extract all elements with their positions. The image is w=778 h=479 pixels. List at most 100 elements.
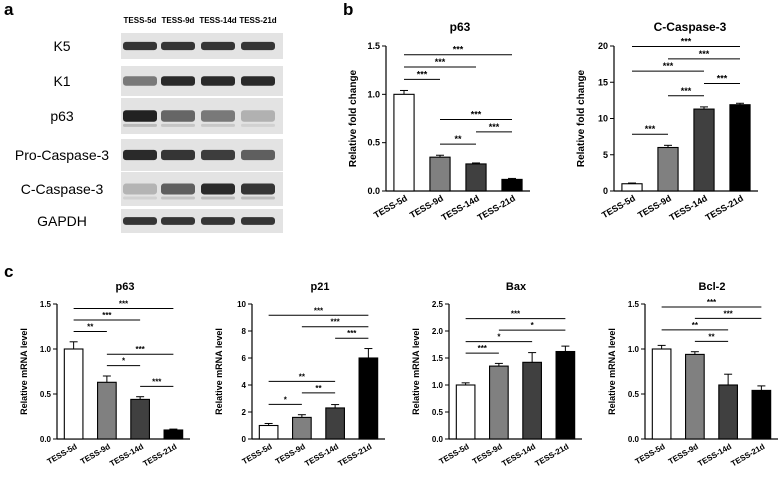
bar xyxy=(325,407,345,440)
significance-label: * xyxy=(122,357,126,366)
y-axis-label: Relative mRNA level xyxy=(411,328,421,415)
blot-band xyxy=(241,41,275,51)
bar xyxy=(97,381,117,440)
blot-row-label: C-Caspase-3 xyxy=(21,181,104,197)
y-tick-label: 1.0 xyxy=(367,89,380,99)
bar xyxy=(292,416,312,440)
x-tick-label: TESS-9d xyxy=(79,442,112,466)
y-axis-label: Relative mRNA level xyxy=(214,328,224,415)
significance-label: *** xyxy=(330,318,340,327)
blot-row-label: K1 xyxy=(53,73,70,89)
x-tick-label: TESS-9d xyxy=(274,442,307,466)
bar xyxy=(489,365,509,440)
x-tick-label: TESS-21d xyxy=(534,442,571,469)
significance-label: *** xyxy=(152,377,162,386)
x-tick-label: TESS-14d xyxy=(696,442,733,469)
significance-label: *** xyxy=(435,57,446,67)
y-axis-label: Relative mRNA level xyxy=(19,328,29,415)
blot-row-label: p63 xyxy=(50,108,74,124)
x-tick-label: TESS-9d xyxy=(636,193,673,220)
chart-1: C-Caspase-3 Relative fold change 0 5 10 15 20 T… xyxy=(576,20,758,223)
y-tick-label: 20 xyxy=(598,41,608,51)
bar xyxy=(751,389,772,440)
bar xyxy=(522,361,542,440)
blot-band xyxy=(241,110,275,122)
significance-label: *** xyxy=(489,122,500,132)
bar xyxy=(657,146,679,192)
blot-band-lower xyxy=(241,123,275,127)
panel-letter-c: c xyxy=(4,262,13,281)
y-tick-label: 0 xyxy=(603,186,608,196)
y-tick-label: 0.5 xyxy=(40,390,52,399)
significance-label: *** xyxy=(314,306,324,315)
lane-label: TESS-9d xyxy=(162,16,195,25)
blot-band xyxy=(123,41,157,51)
y-tick-label: 1.0 xyxy=(432,381,444,390)
x-tick-label: TESS-5d xyxy=(372,193,409,220)
y-tick-label: 0.0 xyxy=(432,435,444,444)
chart-5: Bcl-2 Relative mRNA level 0.0 0.5 1.0 1.5 TESS… xyxy=(607,281,778,468)
y-tick-label: 2.5 xyxy=(432,300,444,309)
chart-2: p63 Relative mRNA level 0.0 0.5 1.0 1.5 TESS-5… xyxy=(19,281,190,468)
bar xyxy=(130,398,150,440)
y-axis-label: Relative mRNA level xyxy=(607,328,617,415)
blot-band xyxy=(161,183,195,195)
x-tick-label: TESS-14d xyxy=(500,442,537,469)
y-tick-label: 1.0 xyxy=(40,345,52,354)
blot-band xyxy=(241,149,275,161)
lane-label: TESS-14d xyxy=(199,16,236,25)
bar xyxy=(465,163,487,192)
blot-row-label: K5 xyxy=(53,38,70,54)
panel-letter-a: a xyxy=(4,0,14,19)
blot-band xyxy=(123,183,157,195)
blot-band xyxy=(123,110,157,122)
y-tick-label: 5 xyxy=(603,150,608,160)
bar xyxy=(393,93,415,192)
chart-4: Bax Relative mRNA level 0.0 0.5 1.0 1.5 2.0 2.5… xyxy=(411,281,582,468)
blot-band xyxy=(201,217,235,225)
lane-label: TESS-21d xyxy=(239,16,276,25)
chart-title: p21 xyxy=(311,281,330,293)
x-tick-label: TESS-14d xyxy=(440,193,481,223)
western-blot-panel: TESS-5d TESS-9d TESS-14d TESS-21d K5 K1 p63 Pro… xyxy=(15,16,283,233)
significance-label: *** xyxy=(511,310,521,319)
significance-label: *** xyxy=(707,298,717,307)
significance-label: *** xyxy=(102,311,112,320)
x-tick-label: TESS-9d xyxy=(408,193,445,220)
bar xyxy=(455,384,476,440)
y-tick-label: 0.0 xyxy=(40,435,52,444)
blot-band xyxy=(161,149,195,161)
x-tick-label: TESS-21d xyxy=(730,442,767,469)
significance-label: ** xyxy=(692,321,699,330)
y-tick-label: 0.0 xyxy=(367,186,380,196)
significance-label: *** xyxy=(663,61,674,71)
x-tick-label: TESS-5d xyxy=(438,442,471,466)
blot-band xyxy=(161,110,195,122)
bar xyxy=(429,156,451,192)
x-tick-label: TESS-9d xyxy=(471,442,504,466)
y-tick-label: 10 xyxy=(237,300,246,309)
significance-label: *** xyxy=(453,45,464,55)
significance-label: *** xyxy=(681,37,692,47)
x-tick-label: TESS-21d xyxy=(142,442,179,469)
chart-title: p63 xyxy=(450,20,471,34)
significance-label: *** xyxy=(723,309,733,318)
blot-band-lower xyxy=(123,123,157,127)
y-tick-label: 2 xyxy=(242,408,247,417)
panel-letter-b: b xyxy=(343,0,353,19)
blot-band xyxy=(161,76,195,86)
blot-band xyxy=(241,76,275,86)
significance-label: ** xyxy=(708,332,715,341)
y-tick-label: 4 xyxy=(242,381,247,390)
significance-label: ** xyxy=(454,134,462,144)
bar xyxy=(358,357,379,440)
blot-band-lower xyxy=(161,123,195,127)
blot-band xyxy=(161,41,195,51)
blot-row-label: GAPDH xyxy=(37,213,87,229)
y-tick-label: 1.5 xyxy=(367,41,380,51)
significance-label: *** xyxy=(645,124,656,134)
blot-band xyxy=(241,217,275,225)
x-tick-label: TESS-21d xyxy=(704,193,745,223)
y-axis-label: Relative fold change xyxy=(576,69,587,167)
